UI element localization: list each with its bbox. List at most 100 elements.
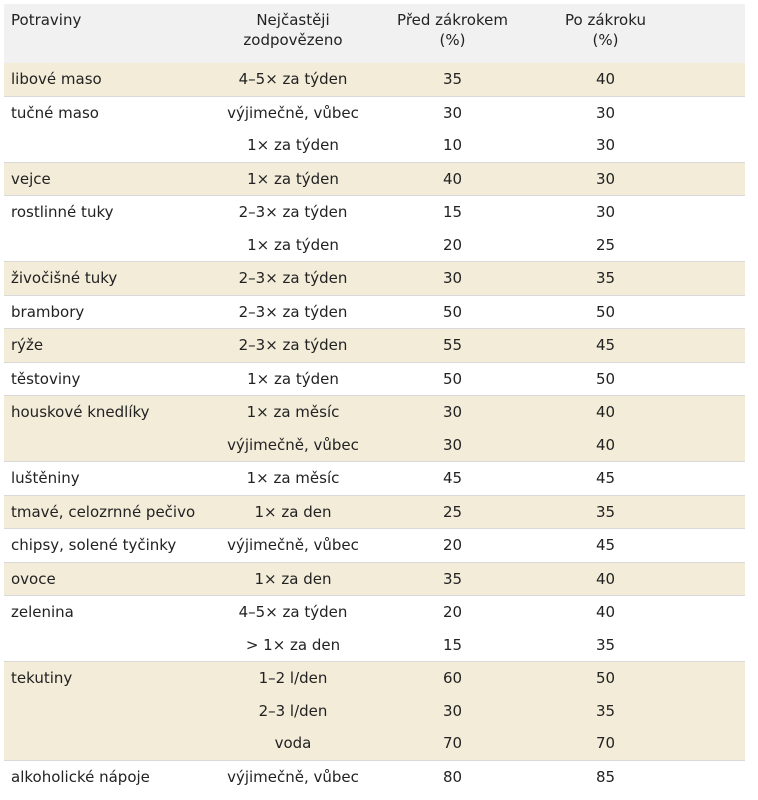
after-percent-cell: 45 [595,536,616,555]
food-cell: luštěniny [11,469,80,488]
after-percent-cell: 40 [595,569,616,588]
header-food: Potraviny [4,4,219,63]
after-percent-cell: 50 [595,369,616,388]
after-percent-cell: 40 [595,435,616,454]
header-after-line2: (%) [592,31,619,49]
table-row: živočišné tuky 2–3× za týden 30 35 [4,261,745,295]
food-cell: brambory [11,302,85,321]
table-row: těstoviny 1× za týden 50 50 [4,361,745,396]
table-row: vejce 1× za týden 40 30 [4,161,745,195]
before-percent-cell: 25 [442,502,463,521]
header-before-line2: (%) [439,31,466,49]
header-before-line1: Před zákrokem [397,11,508,29]
after-percent-cell: 35 [595,635,616,654]
before-percent-cell: 35 [442,569,463,588]
before-percent-cell: 50 [442,302,463,321]
header-answer-line2: zodpovězeno [243,31,343,49]
answer-cell: 2–3× za týden [238,269,348,288]
food-cell: rostlinné tuky [11,203,114,222]
food-frequency-table: Potraviny Nejčastěji zodpovězeno Před zá… [4,4,745,793]
after-percent-cell: 50 [595,302,616,321]
before-percent-cell: 20 [442,536,463,555]
after-percent-cell: 25 [595,235,616,254]
header-food-label: Potraviny [11,11,82,29]
answer-cell: 1× za týden [247,169,339,188]
answer-cell: 1× za týden [247,136,339,155]
answer-cell: 1× za měsíc [246,469,340,488]
table-row: tmavé, celozrnné pečivo 1× za den 25 35 [4,494,745,528]
before-percent-cell: 20 [442,235,463,254]
header-answer: Nejčastěji zodpovězeno [219,4,367,63]
before-percent-cell: 35 [442,70,463,89]
after-percent-cell: 30 [595,203,616,222]
food-cell: ovoce [11,569,56,588]
food-cell: alkoholické nápoje [11,767,150,786]
table-header: Potraviny Nejčastěji zodpovězeno Před zá… [4,4,745,63]
after-percent-cell: 30 [595,136,616,155]
answer-cell: 2–3× za týden [238,203,348,222]
before-percent-cell: 45 [442,469,463,488]
table-row: houskové knedlíky 1× za měsíc 30 40 [4,395,745,429]
before-percent-cell: 60 [442,669,463,688]
answer-cell: 4–5× za týden [238,70,348,89]
table-row: luštěniny 1× za měsíc 45 45 [4,461,745,495]
before-percent-cell: 10 [442,136,463,155]
before-percent-cell: 30 [442,103,463,122]
answer-cell: výjimečně, vůbec [227,536,359,555]
table-row: rostlinné tuky 2–3× za týden 15 30 [4,195,745,229]
food-cell: vejce [11,169,51,188]
table-row: tekutiny 1–2 l/den 60 50 [4,661,745,695]
food-cell: těstoviny [11,369,81,388]
food-cell: tučné maso [11,103,99,122]
answer-cell: 1× za měsíc [246,403,340,422]
before-percent-cell: 30 [442,701,463,720]
before-percent-cell: 70 [442,734,463,753]
after-percent-cell: 40 [595,403,616,422]
table-row: rýže 2–3× za týden 55 45 [4,328,745,362]
before-percent-cell: 30 [442,403,463,422]
table-body: libové maso 4–5× za týden 35 40 tučné maso vý… [4,63,745,793]
before-percent-cell: 20 [442,603,463,622]
table-row: > 1× za den 15 35 [4,629,745,662]
after-percent-cell: 70 [595,734,616,753]
table-row: brambory 2–3× za týden 50 50 [4,294,745,329]
answer-cell: 4–5× za týden [238,603,348,622]
answer-cell: 2–3 l/den [258,701,328,720]
after-percent-cell: 50 [595,669,616,688]
before-percent-cell: 30 [442,269,463,288]
answer-cell: 2–3× za týden [238,336,348,355]
before-percent-cell: 30 [442,435,463,454]
before-percent-cell: 55 [442,336,463,355]
answer-cell: 1× za den [254,502,332,521]
header-after-line1: Po zákroku [565,11,646,29]
food-cell: zelenina [11,603,74,622]
after-percent-cell: 30 [595,103,616,122]
table-row: 2–3 l/den 30 35 [4,694,745,727]
table-row: libové maso 4–5× za týden 35 40 [4,63,745,96]
table-row: zelenina 4–5× za týden 20 40 [4,595,745,629]
answer-cell: voda [274,734,312,753]
answer-cell: 1× za týden [247,369,339,388]
after-percent-cell: 35 [595,502,616,521]
answer-cell: 1× za týden [247,235,339,254]
food-cell: tmavé, celozrnné pečivo [11,502,196,521]
answer-cell: 2–3× za týden [238,302,348,321]
food-cell: rýže [11,336,44,355]
table-row: 1× za týden 10 30 [4,129,745,162]
table-row: výjimečně, vůbec 30 40 [4,428,745,461]
before-percent-cell: 15 [442,635,463,654]
answer-cell: > 1× za den [245,635,341,654]
answer-cell: 1–2 l/den [258,669,328,688]
food-cell: chipsy, solené tyčinky [11,536,177,555]
after-percent-cell: 45 [595,336,616,355]
before-percent-cell: 80 [442,767,463,786]
header-before: Před zákrokem (%) [367,4,538,63]
after-percent-cell: 40 [595,603,616,622]
answer-cell: výjimečně, vůbec [227,435,359,454]
table-row: chipsy, solené tyčinky výjimečně, vůbec 20… [4,528,745,562]
after-percent-cell: 40 [595,70,616,89]
table-row: alkoholické nápoje výjimečně, vůbec 80 85 [4,759,745,794]
table-row: ovoce 1× za den 35 40 [4,561,745,595]
before-percent-cell: 40 [442,169,463,188]
after-percent-cell: 45 [595,469,616,488]
